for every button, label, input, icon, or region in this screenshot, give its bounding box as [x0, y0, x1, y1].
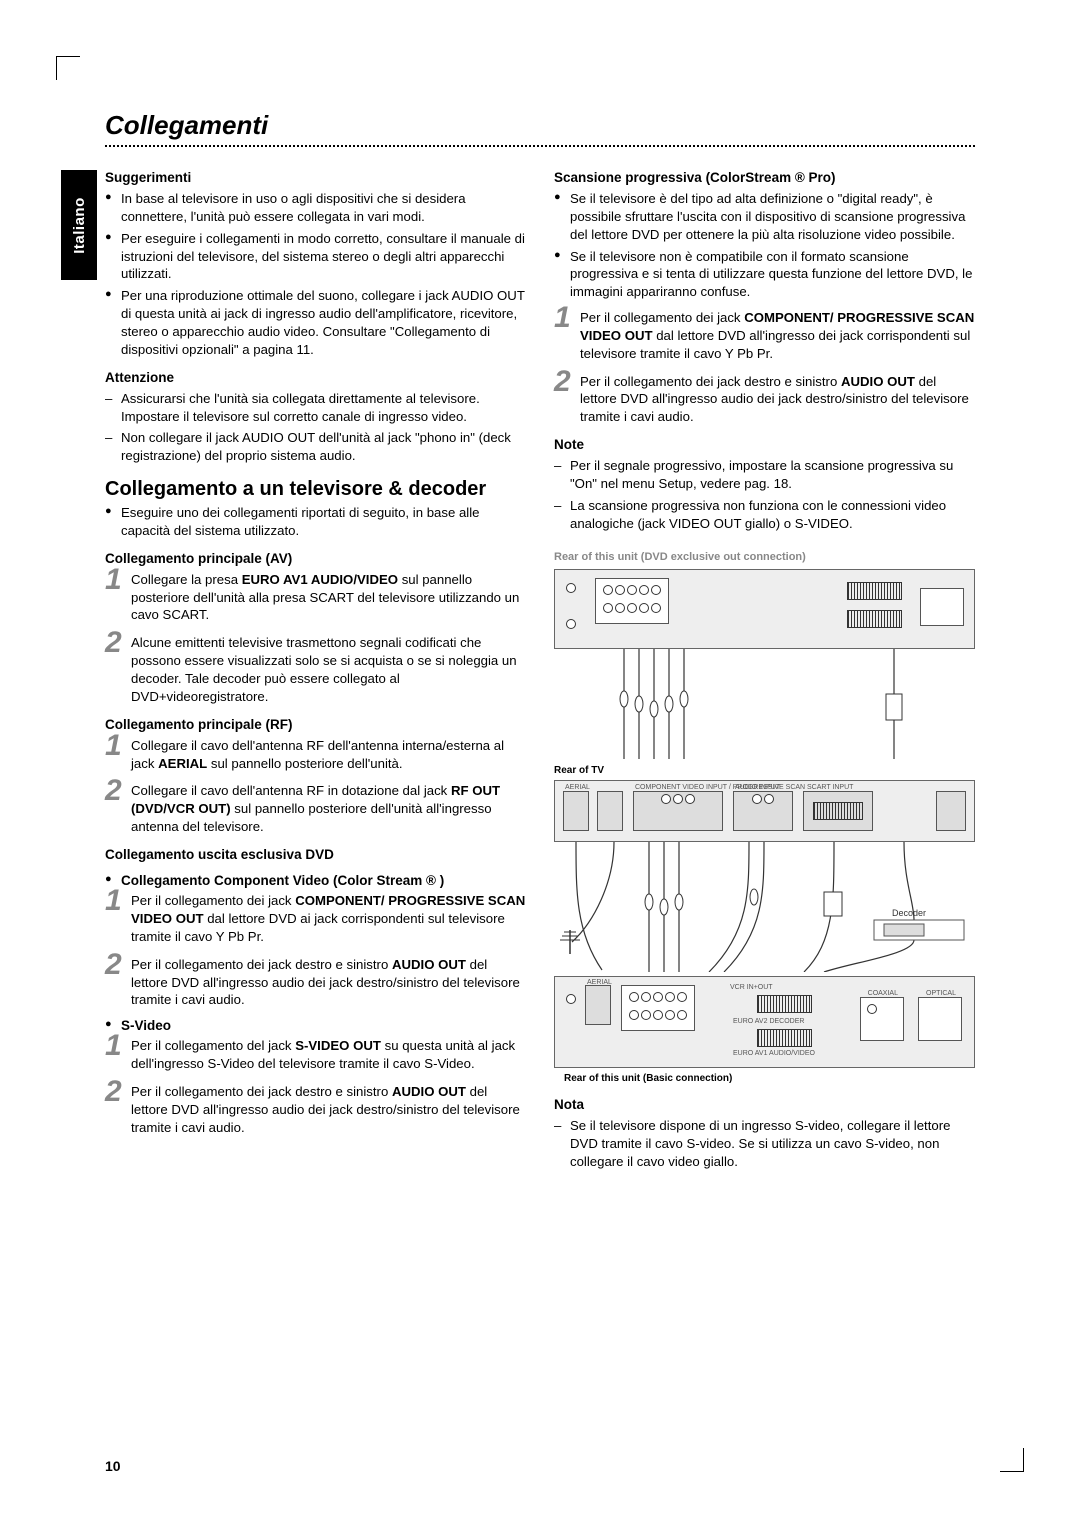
cable-svg-mid: Decoder	[554, 842, 975, 972]
nota-heading: Nota	[554, 1096, 975, 1114]
step-text: Per il collegamento dei jack destro e si…	[580, 374, 969, 425]
diagram-caption-top: Rear of this unit (DVD exclusive out con…	[554, 550, 975, 565]
step-2: 2 Per il collegamento dei jack destro e …	[554, 373, 975, 426]
page-number: 10	[105, 1458, 121, 1474]
step-text: Per il collegamento del jack S-VIDEO OUT…	[131, 1038, 515, 1071]
list-item: Per eseguire i collegamenti in modo corr…	[105, 230, 526, 283]
component-heading: Collegamento Component Video (Color Stre…	[105, 872, 526, 890]
step-2: 2 Collegare il cavo dell'antenna RF in d…	[105, 782, 526, 835]
connection-diagram: Rear of this unit (DVD exclusive out con…	[554, 550, 975, 1085]
step-1: 1 Per il collegamento del jack S-VIDEO O…	[105, 1037, 526, 1073]
step-number: 1	[105, 886, 122, 916]
step-text: Per il collegamento dei jack COMPONENT/ …	[580, 310, 974, 361]
step-1: 1 Collegare la presa EURO AV1 AUDIO/VIDE…	[105, 571, 526, 624]
tips-heading: Suggerimenti	[105, 169, 526, 187]
step-1: 1 Collegare il cavo dell'antenna RF dell…	[105, 737, 526, 773]
list-item: Per una riproduzione ottimale del suono,…	[105, 287, 526, 358]
step-text: Collegare la presa EURO AV1 AUDIO/VIDEO …	[131, 572, 519, 623]
step-number: 1	[105, 1031, 122, 1061]
note-list: Per il segnale progressivo, impostare la…	[554, 457, 975, 532]
title-divider	[105, 145, 975, 147]
dvd-heading: Collegamento uscita esclusiva DVD	[105, 846, 526, 864]
progressive-heading: Scansione progressiva (ColorStream ® Pro…	[554, 169, 975, 187]
step-text: Alcune emittenti televisive trasmettono …	[131, 635, 517, 703]
caution-heading: Attenzione	[105, 369, 526, 387]
diagram-caption-bottom: Rear of this unit (Basic connection)	[564, 1072, 975, 1086]
list-item: Se il televisore dispone di un ingresso …	[554, 1117, 975, 1170]
step-number: 1	[554, 303, 571, 333]
step-number: 2	[554, 367, 571, 397]
rear-unit-panel-top	[554, 569, 975, 649]
language-label: Italiano	[71, 197, 88, 254]
language-tab: Italiano	[61, 170, 97, 280]
decoder-label: Decoder	[892, 908, 926, 918]
list-item: La scansione progressiva non funziona co…	[554, 497, 975, 533]
step-1: 1 Per il collegamento dei jack COMPONENT…	[554, 309, 975, 362]
right-column: Scansione progressiva (ColorStream ® Pro…	[554, 165, 975, 1175]
progressive-list: Se il televisore è del tipo ad alta defi…	[554, 190, 975, 301]
tv-label: Rear of TV	[554, 764, 975, 778]
step-text: Per il collegamento dei jack destro e si…	[131, 1084, 520, 1135]
rf-heading: Collegamento principale (RF)	[105, 716, 526, 734]
list-item: Per il segnale progressivo, impostare la…	[554, 457, 975, 493]
svideo-heading: S-Video	[105, 1017, 526, 1035]
step-number: 2	[105, 1077, 122, 1107]
step-2: 2 Alcune emittenti televisive trasmetton…	[105, 634, 526, 705]
step-2: 2 Per il collegamento dei jack destro e …	[105, 1083, 526, 1136]
list-item: Assicurarsi che l'unità sia collegata di…	[105, 390, 526, 426]
rear-unit-panel-bottom: AERIAL VCR IN+OUT EURO AV2 DECODER EURO …	[554, 976, 975, 1068]
main-intro: Eseguire uno dei collegamenti riportati …	[105, 504, 526, 540]
note-heading: Note	[554, 436, 975, 454]
list-item: Non collegare il jack AUDIO OUT dell'uni…	[105, 429, 526, 465]
step-text: Per il collegamento dei jack COMPONENT/ …	[131, 893, 525, 944]
step-number: 2	[105, 628, 122, 658]
list-item: Se il televisore non è compatibile con i…	[554, 248, 975, 301]
list-item: In base al televisore in uso o agli disp…	[105, 190, 526, 226]
cable-svg-top	[554, 649, 975, 759]
page-title: Collegamenti	[105, 110, 975, 141]
step-1: 1 Per il collegamento dei jack COMPONENT…	[105, 892, 526, 945]
step-2: 2 Per il collegamento dei jack destro e …	[105, 956, 526, 1009]
step-number: 1	[105, 731, 122, 761]
step-text: Collegare il cavo dell'antenna RF in dot…	[131, 783, 500, 834]
step-text: Per il collegamento dei jack destro e si…	[131, 957, 520, 1008]
step-number: 1	[105, 565, 122, 595]
main-section-heading: Collegamento a un televisore & decoder	[105, 479, 526, 500]
list-item: Se il televisore è del tipo ad alta defi…	[554, 190, 975, 243]
two-column-layout: Suggerimenti In base al televisore in us…	[105, 165, 975, 1175]
step-number: 2	[105, 776, 122, 806]
av-heading: Collegamento principale (AV)	[105, 550, 526, 568]
nota-list: Se il televisore dispone di un ingresso …	[554, 1117, 975, 1170]
step-text: Collegare il cavo dell'antenna RF dell'a…	[131, 738, 504, 771]
rear-tv-panel: AERIAL COMPONENT VIDEO INPUT / PROGRESSI…	[554, 780, 975, 842]
caution-list: Assicurarsi che l'unità sia collegata di…	[105, 390, 526, 465]
left-column: Suggerimenti In base al televisore in us…	[105, 165, 526, 1175]
page-content: Italiano Collegamenti Suggerimenti In ba…	[105, 110, 975, 1438]
step-number: 2	[105, 950, 122, 980]
list-item: Eseguire uno dei collegamenti riportati …	[105, 504, 526, 540]
crop-mark	[1000, 1448, 1024, 1472]
crop-mark	[56, 56, 80, 80]
tips-list: In base al televisore in uso o agli disp…	[105, 190, 526, 358]
